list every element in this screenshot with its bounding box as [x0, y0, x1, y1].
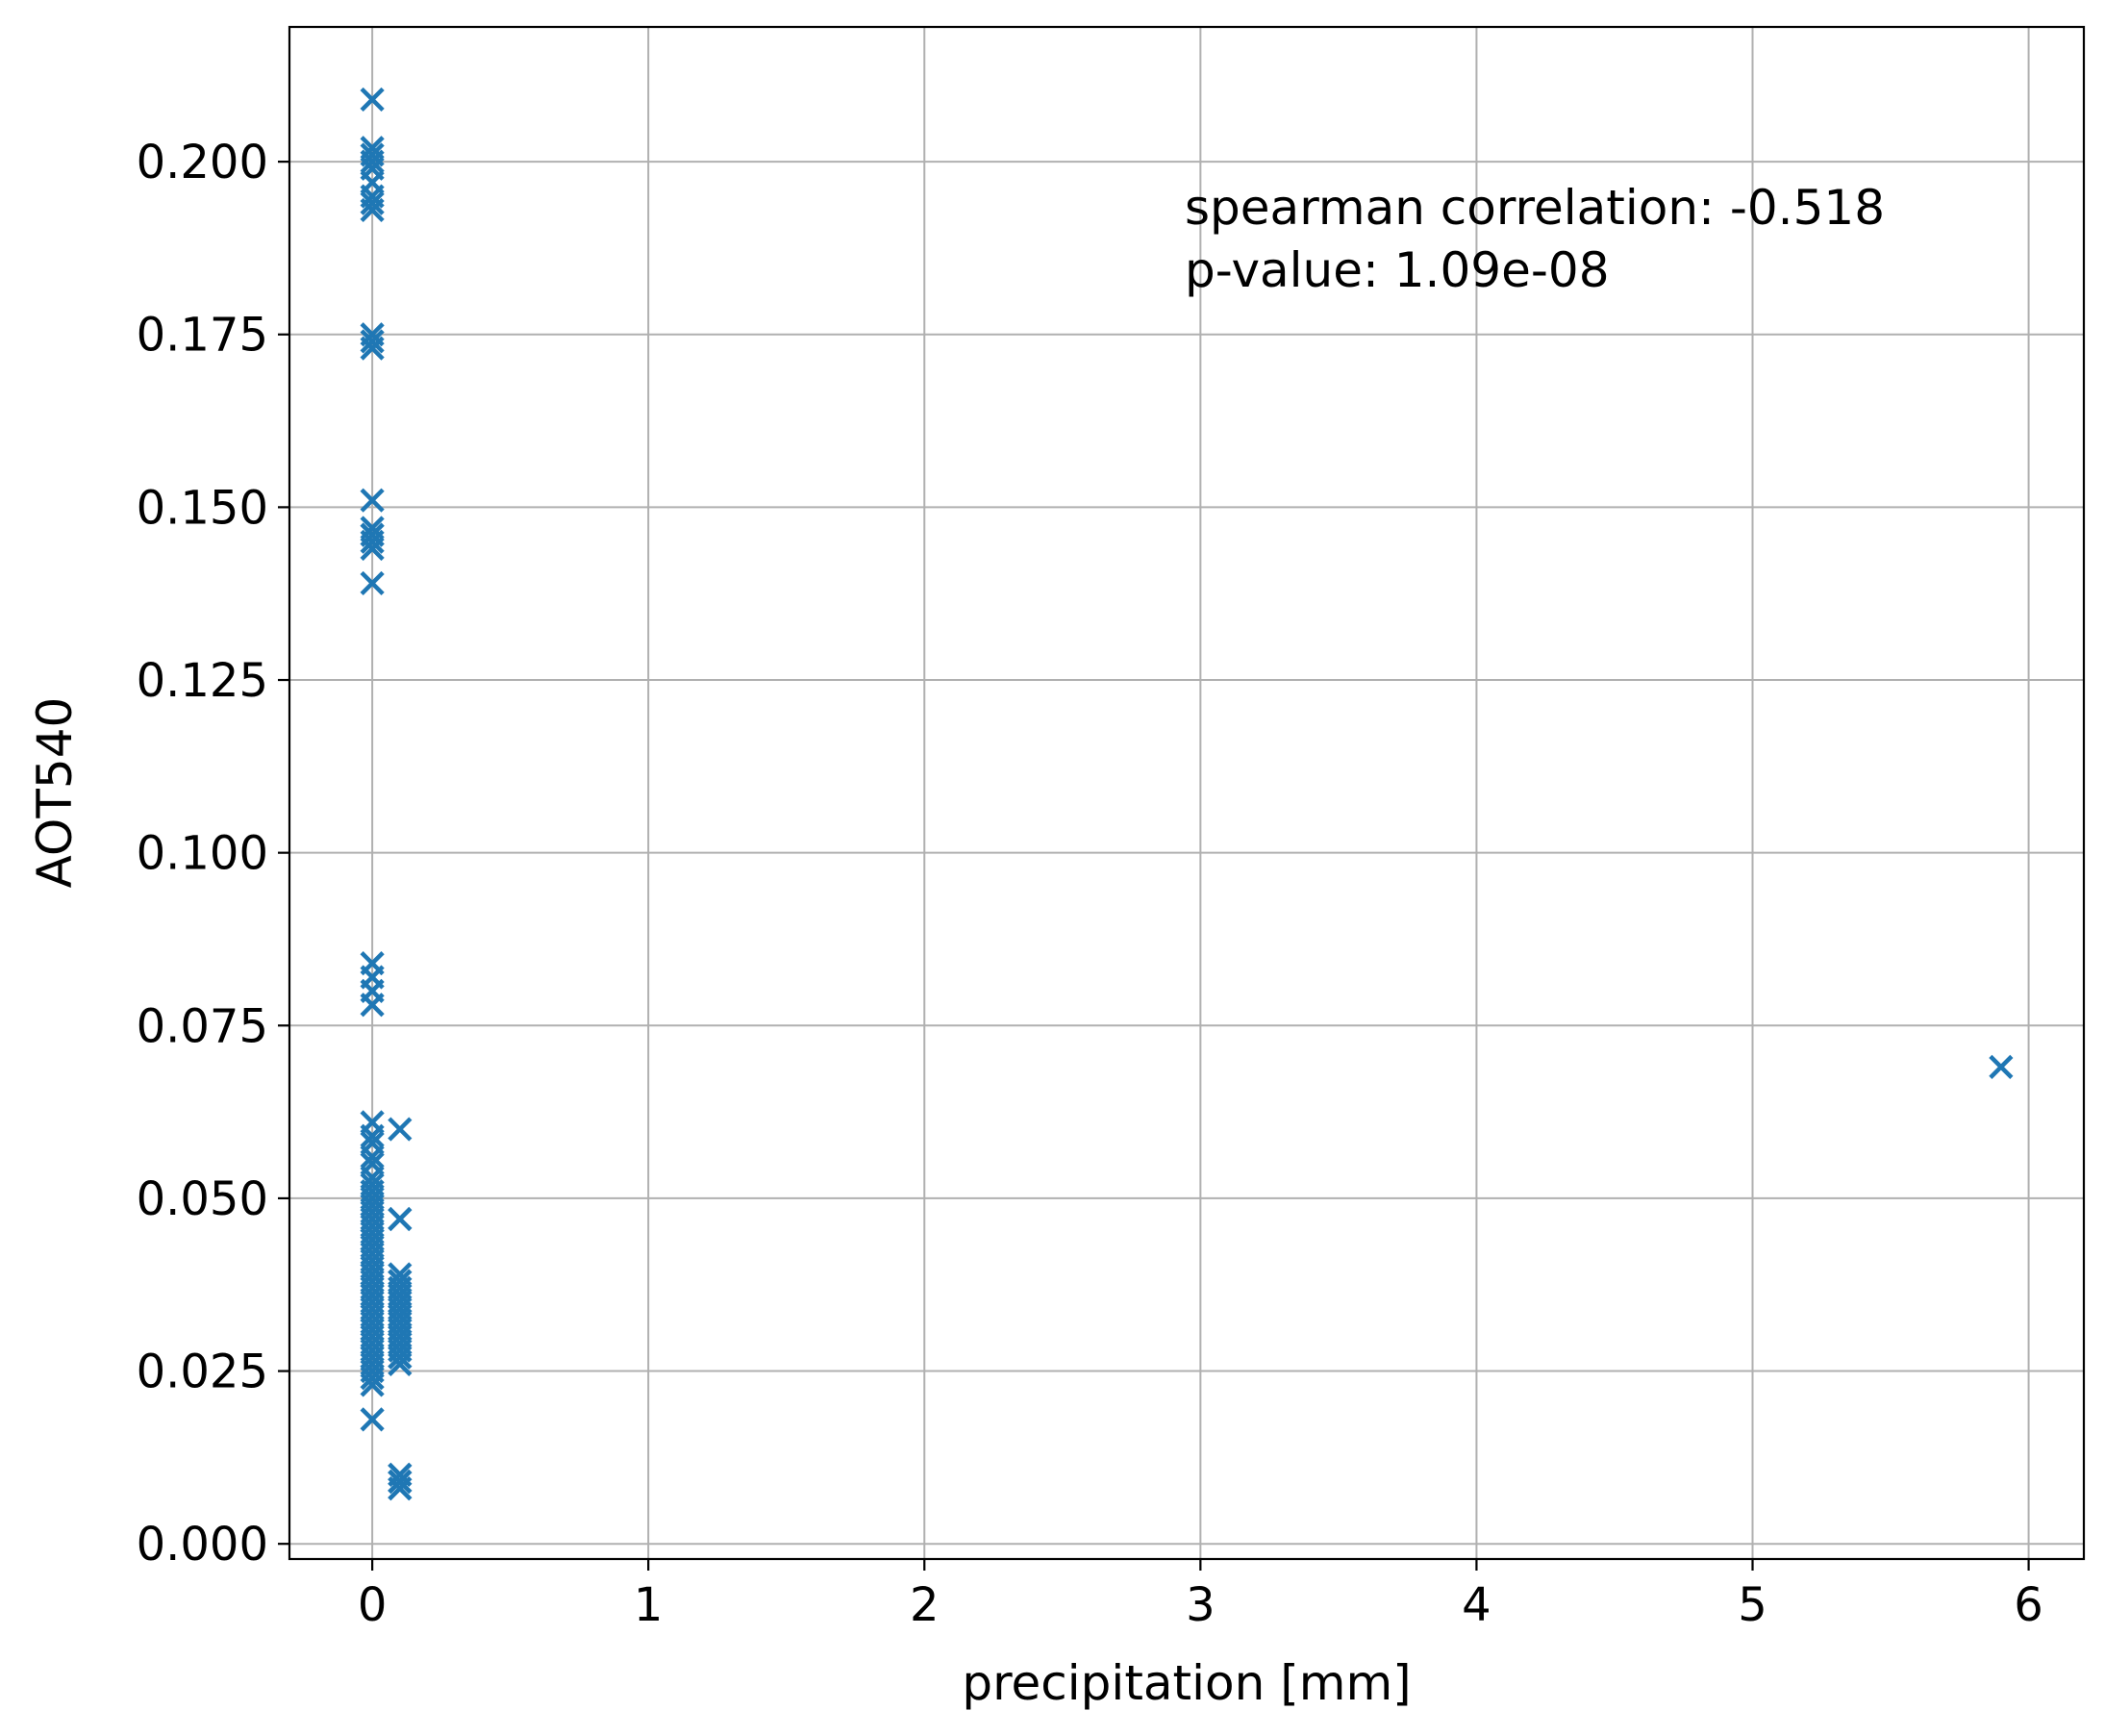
x-tick-label: 1 [634, 1578, 664, 1632]
data-point [360, 1407, 385, 1432]
data-point [360, 1366, 385, 1391]
data-point [360, 190, 385, 215]
y-tick-label: 0.050 [137, 1172, 268, 1226]
x-axis-label: precipitation [mm] [962, 1655, 1411, 1711]
plot-frame [288, 25, 2086, 1561]
y-tick-label: 0.175 [137, 309, 268, 363]
data-point [388, 1206, 413, 1232]
data-point [360, 1227, 385, 1252]
data-point [360, 1145, 385, 1170]
y-tick-label: 0.075 [137, 999, 268, 1053]
data-point [388, 1469, 413, 1495]
y-tick-label: 0.100 [137, 827, 268, 881]
data-point [360, 1317, 385, 1343]
y-tick-label: 0.150 [137, 481, 268, 535]
x-tick-label: 2 [910, 1578, 940, 1632]
axis-ticks: 0 1 2 3 4 5 6 0.000 0.025 0.050 0.075 0.100 0.125 0.1… [137, 136, 2043, 1632]
data-point [360, 1123, 385, 1148]
data-point [360, 1262, 385, 1287]
data-point [360, 329, 385, 354]
data-point [388, 1290, 413, 1315]
x-tick-label: 0 [358, 1578, 388, 1632]
x-tick-label: 5 [1738, 1578, 1767, 1632]
data-point [360, 197, 385, 223]
data-point [360, 536, 385, 562]
data-point [360, 336, 385, 361]
data-point [388, 1317, 413, 1343]
data-point [360, 488, 385, 513]
x-tick-label: 3 [1186, 1578, 1215, 1632]
data-point [360, 1193, 385, 1218]
data-point [360, 1282, 385, 1308]
data-point [360, 1358, 385, 1384]
y-tick-label: 0.125 [137, 654, 268, 708]
data-point [388, 1351, 413, 1376]
grid [289, 27, 2084, 1559]
x-tick-label: 4 [1462, 1578, 1491, 1632]
annotation-correlation: spearman correlation: -0.518 [1185, 180, 1885, 236]
data-point [360, 149, 385, 174]
y-axis-label: AOT540 [27, 697, 83, 889]
data-point [388, 1462, 413, 1487]
data-point [360, 993, 385, 1018]
x-tick-label: 6 [2014, 1578, 2043, 1632]
y-tick-label: 0.000 [137, 1518, 268, 1572]
y-tick-label: 0.200 [137, 136, 268, 189]
data-point [360, 570, 385, 596]
y-tick-label: 0.025 [137, 1346, 268, 1399]
data-point [360, 529, 385, 554]
data-point [1989, 1054, 2014, 1079]
data-point [388, 1117, 413, 1142]
annotation-p-value: p-value: 1.09e-08 [1185, 242, 1610, 298]
data-points [360, 87, 2014, 1501]
data-point [360, 87, 385, 113]
